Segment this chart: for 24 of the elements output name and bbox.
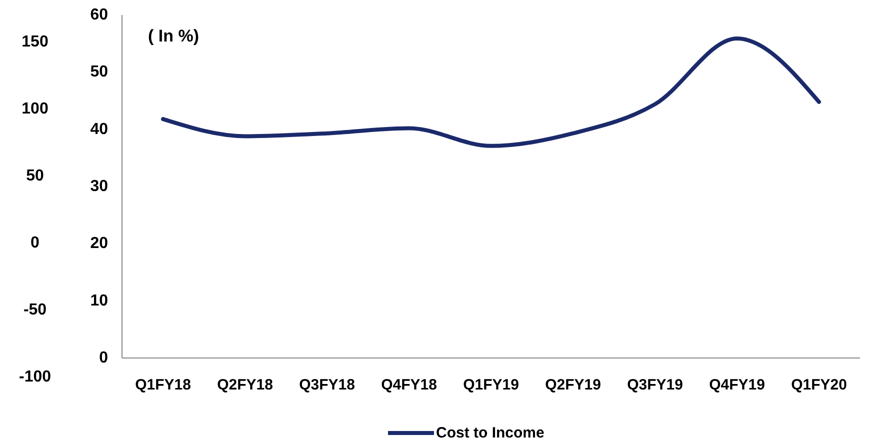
- y2-tick-label: 50: [26, 168, 44, 184]
- y2-tick-label: -50: [23, 302, 47, 318]
- y2-tick-label: 0: [30, 234, 40, 252]
- y-tick-label: 60: [90, 6, 108, 24]
- annotation: ( In %): [148, 26, 199, 46]
- y2-tick-label: 100: [22, 100, 48, 118]
- y2-tick-label: -100: [18, 368, 52, 386]
- y2-tick-label: 150: [22, 34, 48, 50]
- x-tick-label: Q1FY18: [135, 376, 191, 394]
- y-tick-label: 40: [90, 120, 108, 138]
- x-tick-label: Q4FY19: [709, 376, 765, 394]
- y-tick-label: 20: [90, 235, 108, 252]
- y-tick-label: 10: [90, 292, 108, 310]
- y-tick-label: 0: [99, 350, 108, 366]
- x-tick-label: Q3FY19: [627, 376, 683, 394]
- x-tick-label: Q2FY19: [545, 376, 601, 394]
- x-tick-label: Q1FY19: [463, 376, 519, 394]
- x-tick-label: Q4FY18: [381, 376, 437, 394]
- x-tick-label: Q1FY20: [791, 376, 847, 394]
- legend-label: Cost to Income: [436, 424, 544, 442]
- y-tick-label: 50: [90, 64, 108, 81]
- x-tick-label: Q2FY18: [217, 376, 273, 394]
- x-tick-label: Q3FY18: [299, 376, 355, 394]
- y-tick-label: 30: [90, 178, 108, 195]
